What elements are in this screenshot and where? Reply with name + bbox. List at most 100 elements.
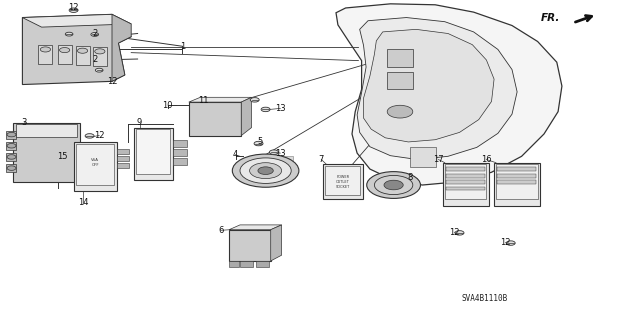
Bar: [497, 174, 536, 178]
Text: 12: 12: [107, 77, 117, 86]
Bar: [387, 72, 413, 89]
Bar: [16, 124, 77, 137]
Bar: [173, 158, 187, 165]
Circle shape: [69, 8, 78, 12]
Bar: [443, 163, 489, 206]
Circle shape: [374, 175, 413, 195]
Bar: [446, 187, 485, 190]
Circle shape: [7, 144, 16, 148]
Circle shape: [455, 231, 464, 235]
Bar: [445, 164, 486, 199]
Text: 1: 1: [180, 42, 185, 51]
Circle shape: [258, 167, 273, 174]
Text: VSA
OFF: VSA OFF: [92, 159, 99, 167]
Bar: [446, 180, 485, 184]
Bar: [189, 102, 241, 136]
Text: SOCKET: SOCKET: [336, 185, 350, 189]
Bar: [58, 45, 72, 64]
Bar: [173, 149, 187, 156]
Text: 12: 12: [449, 228, 460, 237]
Text: 2: 2: [92, 55, 97, 63]
Polygon shape: [271, 225, 282, 261]
Bar: [410, 147, 436, 167]
Bar: [6, 131, 16, 139]
Circle shape: [240, 158, 291, 183]
Text: 7: 7: [319, 155, 324, 164]
Text: POWER: POWER: [337, 175, 349, 179]
Polygon shape: [189, 97, 252, 102]
Bar: [136, 129, 170, 174]
Text: 13: 13: [275, 149, 285, 158]
Bar: [13, 123, 80, 182]
Text: 12: 12: [94, 131, 104, 140]
Circle shape: [40, 47, 51, 52]
Text: 14: 14: [78, 198, 88, 207]
Circle shape: [77, 48, 88, 53]
Bar: [6, 153, 16, 161]
Bar: [325, 166, 360, 195]
Text: 8: 8: [407, 173, 412, 182]
Bar: [387, 49, 413, 67]
Bar: [240, 261, 253, 267]
Polygon shape: [364, 29, 494, 142]
Circle shape: [506, 241, 515, 245]
Bar: [497, 180, 536, 184]
Bar: [446, 167, 485, 171]
Text: OUTLET: OUTLET: [336, 180, 350, 184]
Bar: [250, 156, 293, 176]
Circle shape: [91, 33, 99, 36]
Bar: [76, 46, 90, 65]
Bar: [229, 230, 271, 261]
Circle shape: [261, 107, 270, 112]
Polygon shape: [241, 97, 252, 136]
Circle shape: [269, 150, 278, 154]
Bar: [38, 45, 52, 64]
Circle shape: [65, 32, 73, 36]
Bar: [117, 163, 129, 168]
Polygon shape: [357, 18, 517, 160]
Circle shape: [60, 48, 70, 53]
Polygon shape: [22, 14, 131, 27]
Circle shape: [7, 132, 16, 137]
Bar: [494, 163, 540, 206]
Polygon shape: [112, 14, 131, 81]
Text: FR.: FR.: [541, 12, 560, 23]
Bar: [134, 128, 173, 180]
Circle shape: [95, 68, 103, 72]
Circle shape: [95, 49, 105, 54]
Bar: [229, 261, 239, 267]
Text: 9: 9: [137, 118, 142, 127]
Circle shape: [250, 98, 259, 102]
Circle shape: [7, 155, 16, 159]
Circle shape: [367, 172, 420, 198]
Bar: [76, 144, 114, 185]
Bar: [446, 174, 485, 178]
Bar: [497, 167, 536, 171]
Text: 4: 4: [233, 150, 238, 159]
Circle shape: [250, 163, 282, 179]
Text: 13: 13: [275, 104, 285, 113]
Bar: [117, 156, 129, 161]
Bar: [323, 164, 363, 199]
Text: 16: 16: [481, 155, 492, 164]
Text: 3: 3: [22, 118, 27, 127]
Bar: [173, 140, 187, 147]
Bar: [6, 164, 16, 172]
Text: 15: 15: [58, 152, 68, 161]
Bar: [93, 47, 107, 66]
Text: SVA4B1110B: SVA4B1110B: [462, 294, 508, 303]
Bar: [117, 149, 129, 154]
Text: 5: 5: [257, 137, 262, 146]
Text: 6: 6: [218, 226, 223, 235]
Polygon shape: [22, 14, 131, 85]
Polygon shape: [229, 225, 282, 230]
Circle shape: [7, 166, 16, 170]
Text: 17: 17: [433, 155, 444, 164]
Circle shape: [384, 180, 403, 190]
Polygon shape: [336, 4, 562, 185]
Bar: [6, 142, 16, 150]
Text: 11: 11: [198, 96, 209, 105]
Bar: [496, 164, 538, 199]
Text: 12: 12: [500, 238, 511, 247]
Circle shape: [254, 141, 263, 146]
